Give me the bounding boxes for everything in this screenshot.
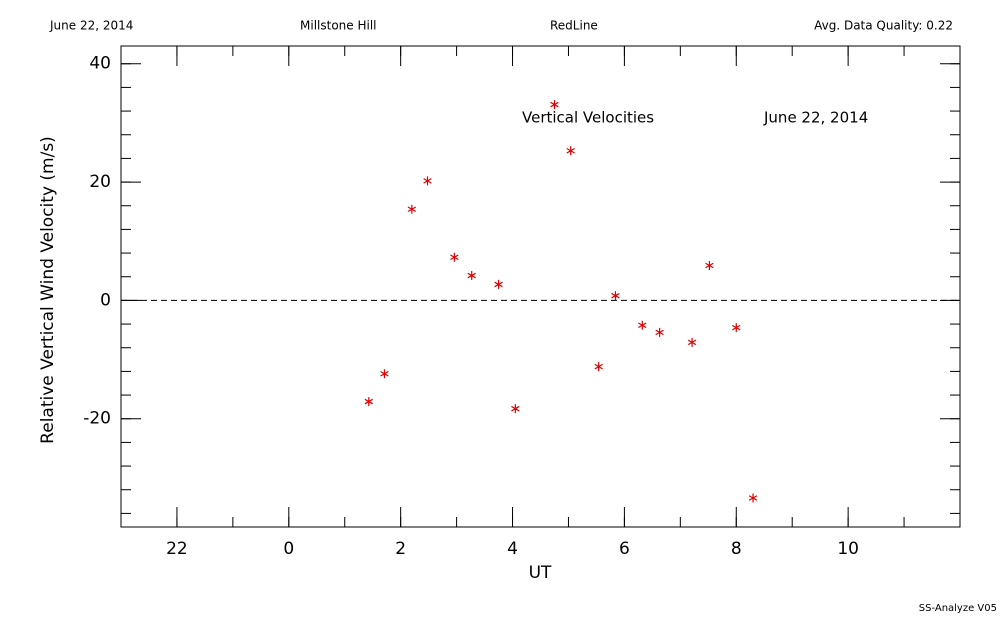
x-tick-label: 8 — [731, 539, 742, 559]
point — [611, 291, 620, 301]
y-axis-label: Relative Vertical Wind Velocity (m/s) — [38, 136, 58, 444]
point — [594, 362, 603, 372]
annotation: June 22, 2014 — [763, 109, 868, 127]
header-instrument: RedLine — [550, 19, 598, 33]
y-tick-label: 0 — [100, 290, 111, 310]
point — [380, 369, 389, 379]
x-tick-label: 4 — [507, 539, 518, 559]
point — [511, 404, 520, 414]
x-tick-label: 2 — [395, 539, 406, 559]
point — [467, 271, 476, 281]
header-date: June 22, 2014 — [49, 19, 133, 33]
point — [655, 327, 664, 337]
point — [450, 252, 459, 262]
point — [494, 279, 503, 289]
header-quality: Avg. Data Quality: 0.22 — [814, 19, 953, 33]
point — [732, 323, 741, 333]
point — [748, 493, 758, 503]
point — [705, 260, 714, 270]
y-tick-label: -20 — [83, 409, 111, 429]
y-tick-label: 40 — [89, 54, 111, 74]
point — [638, 320, 647, 330]
point — [407, 204, 417, 214]
point — [423, 176, 432, 186]
annotation: Vertical Velocities — [522, 109, 654, 127]
x-tick-label: 22 — [166, 539, 188, 559]
x-tick-label: 10 — [837, 539, 859, 559]
footer: SS-Analyze V05 — [919, 603, 997, 614]
plot-frame — [120, 45, 961, 528]
point — [550, 100, 559, 110]
y-tick-label: 20 — [89, 172, 111, 192]
x-axis-label: UT — [529, 563, 552, 583]
x-tick-label: 0 — [283, 539, 294, 559]
point — [566, 146, 575, 156]
point — [687, 337, 697, 347]
header-site: Millstone Hill — [300, 19, 376, 33]
x-tick-label: 6 — [619, 539, 630, 559]
point — [364, 397, 373, 407]
